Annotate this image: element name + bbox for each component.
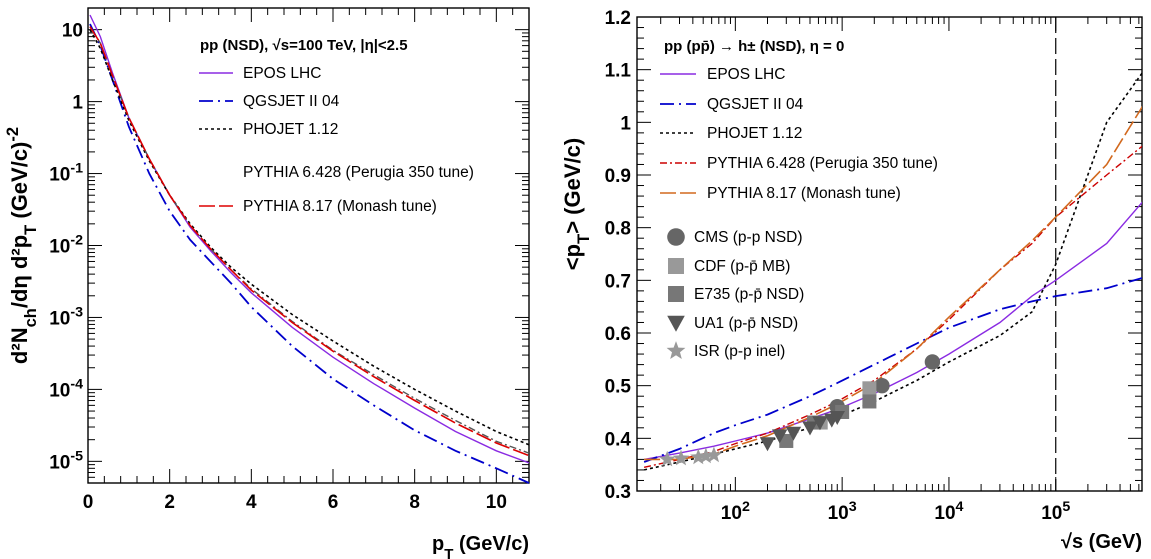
- legend-entry: UA1 (p-p̄ NSD): [694, 315, 798, 332]
- legend-marker: [668, 286, 684, 302]
- x-tick-label: 105: [1041, 499, 1070, 524]
- x-tick-label: 0: [83, 492, 94, 513]
- x-axis-title: pT (GeV/c): [432, 533, 529, 559]
- legend-entry: PHOJET 1.12: [707, 125, 802, 142]
- x-axis-title: √s (GeV): [1061, 531, 1142, 553]
- meanpt-frame: [636, 16, 1143, 492]
- legend-title: pp (NSD), √s=100 TeV, |η|<2.5: [200, 37, 408, 54]
- data-point: [759, 437, 776, 452]
- legend-entry: PYTHIA 8.17 (Monash tune): [707, 185, 901, 202]
- data-point: [802, 421, 818, 436]
- data-point: [697, 447, 715, 464]
- y-tick-label: 10-2: [49, 233, 83, 258]
- data-point: [924, 354, 941, 370]
- legend-marker: [667, 315, 685, 332]
- legend-entry: PYTHIA 6.428 (Perugia 350 tune): [243, 164, 474, 181]
- y-tick-label: 0.9: [605, 166, 631, 187]
- data-point: [705, 446, 723, 463]
- y-axis-title: d²Nch/dη d²pT (GeV/c)-2: [4, 127, 40, 364]
- legend-entry: CDF (p-p̄ MB): [694, 258, 790, 275]
- y-tick-label: 0.8: [605, 219, 631, 240]
- legend-entry: EPOS LHC: [707, 66, 785, 83]
- legend-entry: QGSJET II 04: [707, 96, 804, 113]
- x-tick-label: 103: [828, 499, 857, 524]
- data-point: [771, 429, 788, 444]
- y-tick-label: 0.3: [605, 482, 631, 503]
- meanpt-line: [643, 277, 1142, 463]
- y-tick-label: 0.4: [605, 429, 632, 450]
- data-point: [874, 377, 890, 394]
- data-point: [812, 416, 828, 431]
- y-tick-label: 10-3: [49, 304, 83, 329]
- x-tick-label: 4: [246, 492, 257, 513]
- data-point: [785, 426, 802, 441]
- legend-entry: ISR (p-p inel): [694, 343, 785, 360]
- spectrum-line: [89, 14, 530, 464]
- legend-entry: QGSJET II 04: [243, 93, 340, 110]
- legend-marker: [668, 258, 684, 274]
- y-tick-label: 0.6: [605, 324, 631, 345]
- spectrum-line: [89, 26, 530, 454]
- y-tick-label: 0.5: [605, 377, 632, 398]
- x-tick-label: 102: [721, 499, 750, 524]
- y-tick-label: 10-4: [49, 376, 83, 401]
- legend-title: pp (pp̄) → h± (NSD), η = 0: [664, 38, 844, 55]
- meanpt-line: [644, 105, 1142, 461]
- legend-entry: PYTHIA 8.17 (Monash tune): [243, 198, 437, 215]
- x-tick-label: 10: [486, 492, 507, 513]
- x-tick-label: 104: [934, 499, 963, 524]
- legend-entry: PHOJET 1.12: [243, 121, 338, 138]
- data-point: [658, 450, 676, 467]
- data-point: [862, 394, 877, 409]
- y-tick-label: 1.2: [605, 8, 631, 29]
- legend-entry: E735 (p-p̄ NSD): [694, 286, 804, 303]
- y-tick-label: 0.7: [605, 271, 631, 292]
- legend-marker: [667, 228, 685, 246]
- data-point: [672, 449, 690, 466]
- x-tick-label: 2: [164, 492, 175, 513]
- spectrum-line: [89, 29, 530, 446]
- data-point: [829, 410, 845, 425]
- data-point: [690, 448, 707, 465]
- y-tick-label: 10: [62, 21, 83, 42]
- spectrum-panel: 0 2 4 6 8 10 10 1 10-1 10-2 10-3 10-4 10-5 pT (GeV/c)…: [4, 7, 530, 559]
- y-tick-label: 1.1: [605, 61, 632, 82]
- y-tick-label: 10-1: [49, 161, 83, 186]
- y-tick-label: 1: [72, 93, 83, 114]
- x-tick-label: 6: [328, 492, 339, 513]
- data-point: [862, 381, 877, 396]
- legend-entry: PYTHIA 6.428 (Perugia 350 tune): [707, 155, 938, 172]
- legend-entry: CMS (p-p NSD): [694, 229, 803, 246]
- spectrum-line: [89, 26, 530, 457]
- y-tick-label: 1: [620, 113, 631, 134]
- spectrum-line: [89, 23, 530, 484]
- legend-entry: EPOS LHC: [243, 65, 321, 82]
- y-axis-title: <pT> (GeV/c): [560, 138, 593, 270]
- meanpt-panel: 0.3 0.4 0.5 0.6 0.7 0.8 0.9 1 1.1 1.2 102 103 104 105…: [560, 8, 1143, 553]
- y-tick-label: 10-5: [49, 448, 83, 473]
- x-tick-label: 8: [409, 492, 420, 513]
- legend-marker: [666, 341, 686, 359]
